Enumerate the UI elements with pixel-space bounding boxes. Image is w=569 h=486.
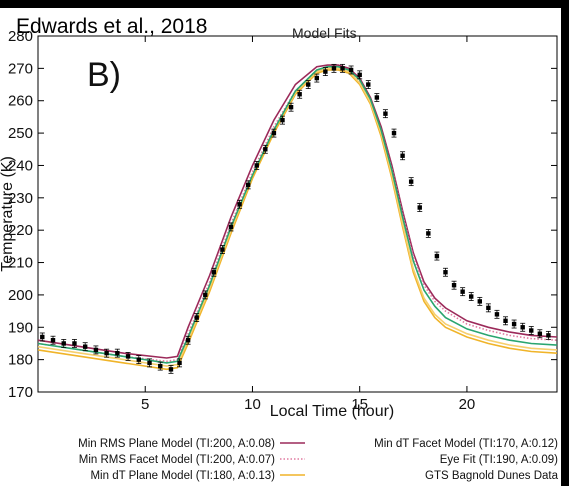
data-point: [486, 305, 491, 311]
x-tick-label: 15: [351, 396, 368, 413]
data-point: [477, 299, 482, 304]
y-tick-label: 240: [8, 157, 33, 174]
y-tick-label: 210: [8, 255, 33, 272]
data-point: [391, 130, 397, 136]
y-tick-label: 200: [8, 287, 33, 304]
x-axis: 5 10 15 20: [141, 36, 475, 413]
data-point: [348, 67, 354, 73]
legend: Min RMS Plane Model (TI:200, A:0.08) Min …: [78, 438, 569, 482]
data-point: [408, 179, 414, 184]
y-tick-label: 280: [8, 28, 33, 45]
data-point: [185, 338, 191, 343]
data-point: [125, 354, 131, 359]
panel-label: B): [87, 56, 121, 94]
data-point: [40, 334, 45, 340]
data-point: [537, 331, 543, 336]
y-tick-label: 260: [8, 93, 33, 110]
x-tick-label: 5: [141, 396, 149, 413]
plot-area: [37, 35, 558, 393]
data-point: [288, 105, 294, 110]
y-axis-label: Temperature (K): [0, 156, 16, 272]
y-tick-label: 180: [8, 352, 33, 369]
data-point: [245, 182, 251, 188]
citation-label: Edwards et al., 2018: [16, 15, 207, 38]
data-point: [104, 350, 109, 356]
y-tick-label: 220: [8, 222, 33, 239]
data-point: [374, 95, 380, 100]
y-tick-label: 170: [8, 384, 33, 401]
data-point: [82, 344, 88, 349]
legend-label: Min dT Facet Model (TI:170, A:0.12): [374, 438, 558, 450]
data-point: [194, 315, 199, 320]
data-point: [237, 202, 242, 207]
data-point: [177, 360, 182, 366]
data-point: [340, 66, 345, 71]
data-point: [529, 328, 534, 333]
data-point: [546, 333, 551, 338]
data-point: [443, 270, 448, 275]
y-tick-label: 270: [8, 60, 33, 77]
y-axis: 170 180 190 200 210 220 230 240 250 260 270 280: [8, 28, 557, 401]
legend-label: GTS Bagnold Dunes Data: [425, 470, 559, 482]
data-point: [469, 294, 474, 299]
y-tick-label: 250: [8, 125, 33, 142]
y-tick-label: 190: [8, 319, 33, 336]
data-point: [383, 111, 388, 116]
data-point: [280, 117, 285, 123]
data-point: [147, 360, 152, 366]
series-line-0: [37, 64, 558, 359]
data-point: [357, 72, 362, 78]
data-point: [158, 363, 163, 369]
legend-label: Eye Fit (TI:190, A:0.09): [440, 454, 558, 466]
data-point: [220, 247, 225, 252]
data-point: [520, 325, 525, 330]
data-point: [494, 312, 500, 317]
data-point: [297, 92, 302, 97]
data-points: [39, 63, 551, 374]
data-point: [331, 66, 337, 71]
data-point: [503, 318, 508, 323]
data-point: [426, 231, 431, 236]
data-point: [314, 75, 320, 81]
data-point: [271, 130, 277, 136]
data-point: [366, 82, 371, 87]
data-point: [93, 347, 99, 353]
data-point: [115, 350, 120, 356]
series-line-1: [37, 67, 558, 363]
data-point: [434, 253, 440, 259]
data-point: [61, 341, 66, 346]
data-point: [263, 147, 268, 152]
y-tick-label: 230: [8, 190, 33, 207]
x-tick-label: 20: [459, 396, 476, 413]
data-point: [400, 153, 405, 158]
data-point: [228, 224, 234, 230]
data-point: [203, 292, 208, 298]
data-point: [168, 367, 174, 372]
x-axis-label: Local Time (hour): [270, 403, 395, 420]
data-point: [451, 283, 457, 288]
data-point: [323, 69, 328, 74]
chart-title: Model Fits: [292, 25, 357, 41]
x-tick-label: 10: [244, 396, 261, 413]
data-point: [211, 270, 217, 275]
legend-label: Min RMS Plane Model (TI:200, A:0.08): [78, 438, 275, 450]
data-point: [460, 289, 465, 294]
data-point: [306, 82, 311, 87]
data-point: [417, 205, 422, 210]
data-point: [50, 338, 56, 343]
legend-label: Min dT Plane Model (TI:180, A:0.13): [90, 470, 275, 482]
legend-label: Min RMS Facet Model (TI:200, A:0.07): [79, 454, 275, 466]
data-point: [254, 163, 259, 168]
data-point: [511, 321, 517, 327]
data-point: [136, 357, 141, 362]
data-point: [72, 341, 77, 346]
